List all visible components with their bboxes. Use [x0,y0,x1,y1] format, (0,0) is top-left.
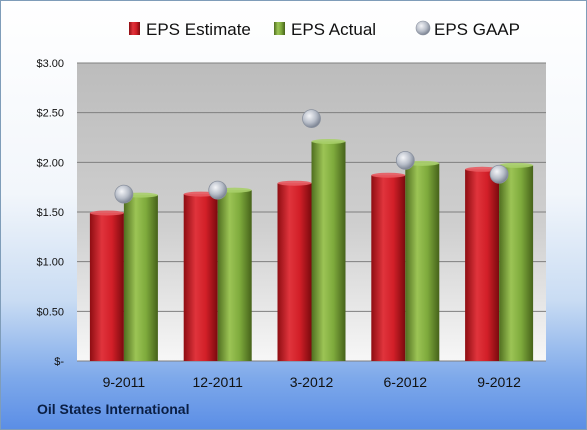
legend-swatch [274,22,285,35]
x-category-label: 6-2012 [384,374,428,390]
y-tick-label: $0.50 [36,306,64,318]
eps-gaap-marker [489,164,509,184]
y-tick-label: $2.50 [36,108,64,120]
x-category-label: 3-2012 [290,374,334,390]
legend-swatch [129,22,140,35]
eps-estimate-bar [465,169,500,361]
eps-estimate-bar [183,194,218,361]
legend-swatch [415,20,431,36]
y-tick-label: $- [54,356,64,368]
eps-estimate-bar-top [371,172,406,178]
eps-estimate-bar [277,183,312,361]
eps-gaap-marker [114,184,134,204]
eps-actual-bar [217,190,252,361]
legend: EPS Estimate EPS Actual EPS GAAP [129,20,520,39]
eps-actual-bar [311,141,346,361]
eps-estimate-bar-top [89,210,124,216]
eps-actual-bar-top [499,162,534,168]
x-axis-labels: 9-2011 12-2011 3-2012 6-2012 9-2012 [103,374,521,390]
eps-estimate-bar [89,212,124,361]
x-category-label: 9-2012 [477,374,521,390]
eps-estimate-bar [371,175,406,361]
legend-label: EPS Estimate [146,20,251,39]
legend-label: EPS GAAP [434,20,520,39]
eps-gaap-marker [302,109,321,129]
eps-estimate-bar-top [277,180,312,186]
eps-actual-bar [499,165,534,361]
eps-actual-bar [405,163,440,361]
eps-gaap-marker [395,150,415,170]
eps-gaap-marker [208,180,228,200]
gaap-markers [114,109,509,204]
y-tick-label: $1.00 [36,257,64,269]
eps-actual-bar-top [311,138,346,144]
y-tick-label: $3.00 [36,58,64,70]
company-name: Oil States International [37,401,190,417]
x-category-label: 9-2011 [103,374,146,390]
legend-label: EPS Actual [291,20,376,39]
bars [89,138,534,361]
y-tick-label: $1.50 [36,207,64,219]
y-tick-label: $2.00 [36,157,64,169]
eps-actual-bar [123,195,158,361]
y-axis-ticks: $- $0.50 $1.00 $1.50 $2.00 $2.50 $3.00 [36,58,64,368]
x-category-label: 12-2011 [193,374,244,390]
